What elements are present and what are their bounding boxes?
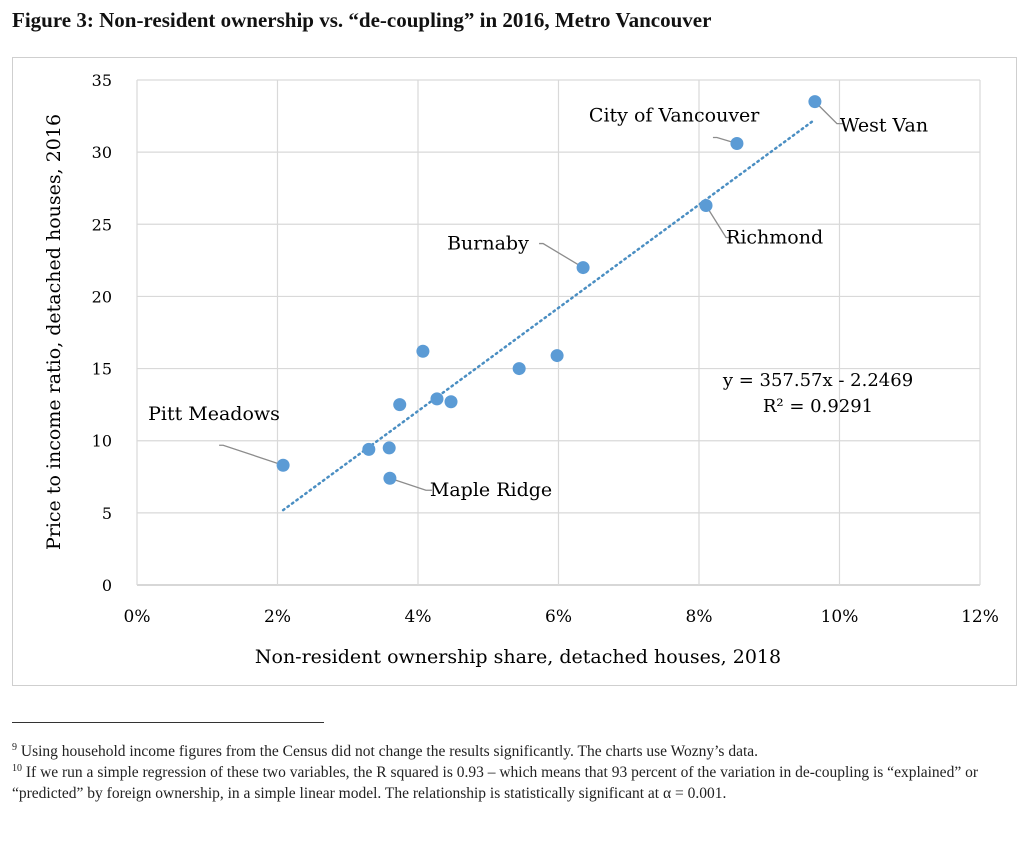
y-tick-label: 0 <box>102 576 112 595</box>
data-point <box>512 362 526 376</box>
data-point <box>808 95 822 109</box>
x-tick-label: 6% <box>545 607 572 627</box>
footnote-10: 10 If we run a simple regression of thes… <box>12 758 1022 804</box>
y-tick-label: 25 <box>92 215 112 234</box>
point-label: Richmond <box>726 227 823 249</box>
x-tick-label: 8% <box>686 607 713 627</box>
leader-line <box>705 205 733 239</box>
footnote-text: Using household income figures from the … <box>20 743 759 761</box>
leader-line <box>539 242 584 269</box>
x-tick-label: 12% <box>961 607 999 627</box>
y-tick-label: 30 <box>92 143 112 162</box>
leader-line <box>219 444 284 466</box>
data-point <box>730 136 744 150</box>
y-tick-label: 20 <box>92 287 112 306</box>
data-point <box>383 471 397 485</box>
figure-title: Figure 3: Non-resident ownership vs. “de… <box>12 8 712 32</box>
point-label: West Van <box>840 115 928 137</box>
x-tick-label: 2% <box>264 607 291 627</box>
point-label: Maple Ridge <box>430 479 552 501</box>
chart-frame <box>12 57 1017 686</box>
x-tick-label: 0% <box>124 607 151 627</box>
data-point <box>550 349 564 363</box>
data-point <box>382 441 396 455</box>
scatter-chart: 0 5 10 15 20 25 30 35 0% 2% 4% 6% 8% 10% 12% Non-reside… <box>43 71 999 668</box>
y-tick-label: 15 <box>92 360 112 379</box>
leader-line <box>389 477 432 491</box>
r-squared: R² = 0.9291 <box>763 396 873 417</box>
point-label: Burnaby <box>447 233 529 255</box>
footnote-rule <box>12 722 324 723</box>
footnote-number: 9 <box>12 742 17 753</box>
data-point <box>699 199 713 213</box>
data-point <box>430 392 444 406</box>
leader-line <box>814 101 843 125</box>
x-tick-label: 4% <box>405 607 432 627</box>
y-tick-label: 5 <box>102 504 112 523</box>
footnote-text: If we run a simple regression of these t… <box>12 764 978 803</box>
leader-line <box>712 136 738 145</box>
point-label: City of Vancouver <box>589 104 760 126</box>
y-tick-label: 10 <box>92 432 112 451</box>
data-point <box>276 458 290 472</box>
data-point <box>362 442 376 456</box>
data-point <box>416 344 430 358</box>
footnote-9: 9 Using household income figures from th… <box>12 737 1022 762</box>
x-tick-label: 10% <box>821 607 859 627</box>
data-point <box>576 261 590 275</box>
trendline-equation: y = 357.57x - 2.2469 <box>722 370 913 391</box>
y-tick-label: 35 <box>92 71 112 90</box>
footnote-number: 10 <box>12 763 22 774</box>
data-point <box>393 398 407 412</box>
point-label: Pitt Meadows <box>148 403 280 425</box>
y-axis-title: Price to income ratio, detached houses, … <box>43 114 65 550</box>
data-point <box>444 395 458 409</box>
x-axis-title: Non-resident ownership share, detached h… <box>255 646 781 668</box>
